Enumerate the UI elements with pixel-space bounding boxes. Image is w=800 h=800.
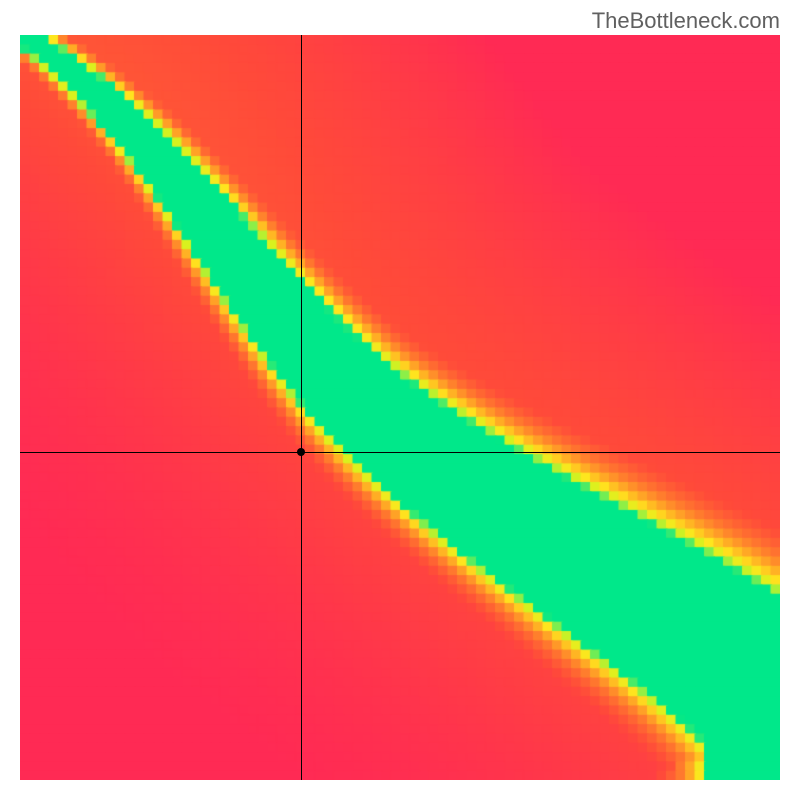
heatmap-chart [20,35,780,780]
watermark-text: TheBottleneck.com [592,8,780,34]
crosshair-point [297,448,305,456]
heatmap-canvas [20,35,780,780]
crosshair-vertical [301,35,302,780]
crosshair-horizontal [20,452,780,453]
